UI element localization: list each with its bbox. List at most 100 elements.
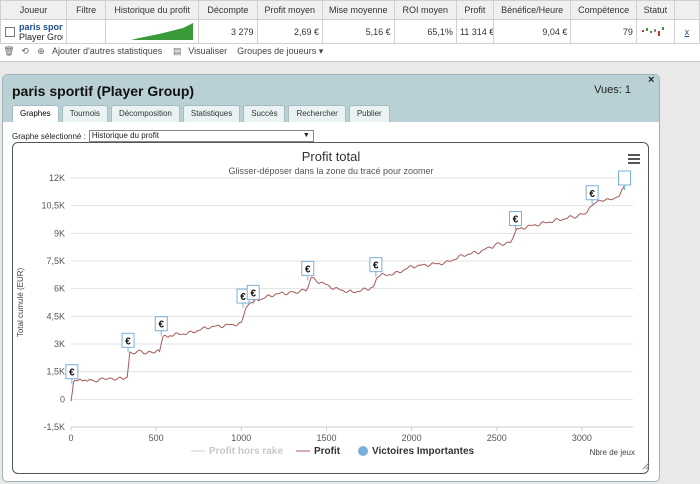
profit-series-line — [70, 185, 625, 402]
y-tick-label: 9K — [54, 228, 65, 238]
table-row[interactable]: paris sportif Player Group 3 279 2,69 € … — [0, 19, 700, 44]
important-win-label: € — [250, 288, 256, 299]
chevron-down-icon: ▼ — [302, 132, 310, 139]
avg-roi-cell: 65,1% — [393, 19, 457, 44]
important-win-label: € — [240, 292, 246, 303]
legend-rake-label: Profit hors rake — [209, 446, 283, 457]
chevron-down-icon: ▾ — [318, 45, 324, 56]
graph-select-row: Graphe sélectionné : Historique du profi… — [12, 130, 314, 142]
important-win-label: € — [589, 189, 595, 200]
col-header-skill[interactable]: Compétence — [570, 0, 637, 20]
panel-tabs: Graphes Tournois Décomposition Statistiq… — [12, 105, 393, 122]
important-win-label: € — [305, 264, 311, 275]
trash-icon[interactable]: 🗑 — [3, 45, 15, 56]
refresh-icon[interactable]: ⟲ — [21, 45, 29, 56]
x-tick-label: 3000 — [572, 433, 592, 443]
col-header-profit-per-hour[interactable]: Bénéfice/Heure — [492, 0, 572, 20]
tab-rechercher[interactable]: Rechercher — [288, 105, 346, 122]
row-checkbox[interactable] — [5, 26, 15, 37]
col-header-avg-profit[interactable]: Profit moyen — [256, 0, 324, 20]
y-tick-label: -1,5K — [43, 422, 65, 432]
stats-panel: Joueur Filtre Historique du profit Décom… — [0, 0, 700, 62]
skill-cell: 79 — [570, 19, 637, 44]
y-tick-label: 3K — [54, 339, 65, 349]
avg-stake-cell: 5,16 € — [322, 19, 395, 44]
y-tick-label: 1,5K — [46, 367, 65, 377]
profit-per-hour-cell: 9,04 € — [492, 19, 572, 44]
filter-cell[interactable] — [65, 19, 107, 44]
profit-history-cell — [105, 19, 200, 44]
col-header-avg-stake[interactable]: Mise moyenne — [322, 0, 395, 20]
col-header-filter[interactable]: Filtre — [65, 0, 107, 20]
avg-profit-cell: 2,69 € — [256, 19, 324, 44]
important-win-label: € — [158, 320, 164, 331]
graph-select-label: Graphe sélectionné : — [12, 131, 86, 141]
x-axis-title: Nbre de jeux — [590, 448, 635, 457]
stats-table: Joueur Filtre Historique du profit Décom… — [0, 0, 700, 44]
panel-header: paris sportif (Player Group) Vues: 1 Gra… — [3, 75, 659, 122]
col-header-count[interactable]: Décompte — [198, 0, 258, 20]
legend-profit-label: Profit — [314, 446, 341, 457]
player-groups-dropdown[interactable]: Groupes de joueurs ▾ — [237, 46, 323, 57]
x-tick-label: 2000 — [402, 433, 422, 443]
col-header-avg-roi[interactable]: ROI moyen — [393, 0, 457, 20]
chart-title: Profit total — [302, 149, 361, 164]
stats-toolbar: 🗑 ⟲ ⊕ Ajouter d'autres statistiques ▤ Vi… — [0, 43, 700, 59]
y-tick-label: 4,5K — [46, 311, 65, 321]
count-cell: 3 279 — [198, 19, 258, 44]
add-stats-icon[interactable]: ⊕ — [37, 45, 45, 56]
tab-decomposition[interactable]: Décomposition — [110, 105, 180, 122]
col-header-profit-history[interactable]: Historique du profit — [105, 0, 200, 20]
col-header-player[interactable]: Joueur — [0, 0, 67, 20]
important-win-label: € — [69, 368, 75, 379]
y-tick-label: 6K — [54, 284, 65, 294]
profit-cell: 11 314 € — [455, 19, 494, 44]
y-tick-label: 10,5K — [41, 201, 65, 211]
tab-tournois[interactable]: Tournois — [61, 105, 108, 122]
important-win-label: € — [125, 336, 131, 347]
chart-menu-icon[interactable] — [628, 158, 640, 160]
tab-succes[interactable]: Succès — [243, 105, 286, 122]
player-cell[interactable]: paris sportif Player Group — [0, 19, 67, 44]
tab-graphes[interactable]: Graphes — [12, 105, 59, 122]
remove-row-button[interactable]: x — [684, 26, 690, 37]
x-tick-label: 2500 — [487, 433, 507, 443]
col-header-status[interactable]: Statut — [635, 0, 675, 20]
tab-publier[interactable]: Publier — [348, 105, 390, 122]
tab-statistiques[interactable]: Statistiques — [182, 105, 241, 122]
chart-subtitle: Glisser-déposer dans la zone du tracé po… — [228, 166, 433, 176]
y-tick-label: 0 — [60, 394, 65, 404]
legend-wins-marker — [358, 446, 368, 456]
chart-menu-icon[interactable] — [628, 154, 640, 156]
col-header-profit[interactable]: Profit — [455, 0, 494, 20]
x-tick-label: 1500 — [316, 433, 336, 443]
close-panel-button[interactable]: × — [648, 74, 655, 86]
x-tick-label: 500 — [149, 433, 164, 443]
remove-cell: x — [673, 19, 700, 44]
x-tick-label: 0 — [68, 433, 73, 443]
graph-select[interactable]: Historique du profit ▼ — [88, 130, 314, 142]
add-stats-button[interactable]: Ajouter d'autres statistiques — [52, 46, 163, 56]
views-counter: Vues: 1 — [594, 84, 631, 96]
player-name-link[interactable]: paris sportif — [19, 21, 63, 32]
visualize-button[interactable]: Visualiser — [188, 46, 228, 56]
important-win-marker[interactable] — [617, 170, 631, 186]
x-tick-label: 1000 — [231, 433, 251, 443]
legend-wins-label: Victoires Importantes — [372, 446, 475, 457]
profit-chart[interactable]: Profit total Glisser-déposer dans la zone… — [12, 142, 650, 475]
chart-svg[interactable]: Profit total Glisser-déposer dans la zone… — [13, 143, 650, 475]
resize-handle-icon[interactable] — [642, 462, 650, 470]
player-group-label: Player Group — [19, 31, 63, 42]
status-cell — [635, 19, 675, 44]
status-indicator — [641, 26, 664, 36]
player-group-window: paris sportif (Player Group) Vues: 1 Gra… — [2, 74, 660, 482]
chart-menu-icon[interactable] — [628, 162, 640, 164]
graph-select-value: Historique du profit — [91, 131, 159, 140]
y-tick-label: 7,5K — [46, 256, 65, 266]
stats-header-row: Joueur Filtre Historique du profit Décom… — [0, 0, 700, 20]
panel-title: paris sportif (Player Group) — [12, 83, 195, 99]
important-win-label: € — [513, 215, 519, 226]
visualize-icon[interactable]: ▤ — [173, 45, 182, 56]
y-tick-label: 12K — [49, 173, 65, 183]
important-win-marker[interactable] — [121, 332, 135, 348]
